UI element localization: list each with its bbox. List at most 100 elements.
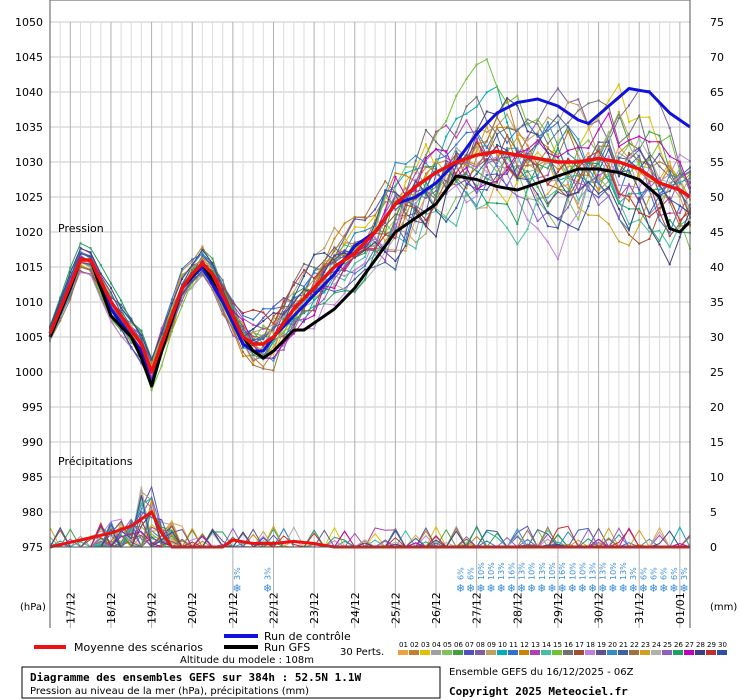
ensemble-pressure-point bbox=[526, 180, 529, 182]
ensemble-pressure-point bbox=[668, 127, 671, 129]
ensemble-pressure-point bbox=[323, 263, 326, 266]
pert-legend-label: 03 bbox=[421, 641, 430, 649]
ensemble-pressure-point bbox=[424, 184, 427, 186]
ensemble-pressure-point bbox=[577, 145, 580, 148]
ensemble-pressure-point bbox=[546, 116, 549, 119]
ensemble-pressure-point bbox=[414, 198, 417, 201]
ensemble-pressure-point bbox=[678, 196, 681, 198]
y-left-tick-label: 1000 bbox=[15, 366, 43, 379]
ensemble-pressure-point bbox=[211, 257, 214, 260]
ensemble-pressure-point bbox=[353, 242, 356, 245]
y-right-tick-label: 15 bbox=[710, 436, 724, 449]
ensemble-pressure-point bbox=[496, 86, 498, 88]
ensemble-pressure-point bbox=[496, 145, 498, 148]
ensemble-pressure-point bbox=[628, 183, 630, 186]
ensemble-pressure-point bbox=[485, 158, 488, 160]
ensemble-pressure-point bbox=[384, 261, 387, 264]
ensemble-pressure-point bbox=[638, 211, 641, 214]
snowflake-icon: ❄ bbox=[568, 582, 577, 595]
ensemble-pressure-point bbox=[424, 219, 427, 222]
ensemble-pressure-point bbox=[272, 328, 275, 330]
ensemble-pressure-point bbox=[181, 273, 184, 276]
ensemble-pressure-point bbox=[475, 207, 478, 210]
ensemble-pressure-point bbox=[333, 277, 336, 280]
ensemble-pressure-point bbox=[313, 298, 316, 301]
ensemble-pressure-point bbox=[556, 170, 559, 173]
ensemble-pressure-point bbox=[465, 187, 468, 190]
ensemble-pressure-point bbox=[516, 151, 519, 154]
ensemble-pressure-point bbox=[394, 237, 397, 240]
ensemble-pressure-point bbox=[496, 174, 498, 177]
ensemble-pressure-point bbox=[546, 183, 549, 186]
ensemble-pressure-point bbox=[374, 241, 377, 244]
ensemble-pressure-point bbox=[597, 116, 600, 119]
ensemble-pressure-point bbox=[607, 145, 610, 148]
ensemble-pressure-point bbox=[465, 153, 468, 156]
pert-legend-label: 02 bbox=[410, 641, 419, 649]
ensemble-pressure-point bbox=[638, 192, 641, 195]
ensemble-pressure-point bbox=[343, 252, 346, 255]
ensemble-pressure-point bbox=[455, 196, 458, 199]
ensemble-pressure-point bbox=[374, 244, 377, 247]
x-tick-label: 24/12 bbox=[349, 592, 362, 624]
ensemble-pressure-point bbox=[303, 269, 305, 272]
ensemble-pressure-point bbox=[506, 172, 509, 175]
ensemble-pressure-point bbox=[638, 187, 641, 189]
pert-legend-label: 05 bbox=[443, 641, 452, 649]
ensemble-pressure-point bbox=[587, 214, 590, 216]
ensemble-pressure-point bbox=[648, 159, 651, 162]
ensemble-pressure-point bbox=[323, 279, 326, 282]
ensemble-pressure-point bbox=[465, 160, 468, 163]
ensemble-pressure-point bbox=[292, 301, 295, 304]
ensemble-pressure-point bbox=[282, 300, 285, 303]
ensemble-pressure-point bbox=[272, 331, 275, 334]
ensemble-pressure-point bbox=[445, 192, 448, 195]
ensemble-pressure-point bbox=[526, 169, 529, 172]
ensemble-pressure-point bbox=[526, 228, 529, 231]
pert-legend-label: 28 bbox=[696, 641, 705, 649]
ensemble-pressure-point bbox=[292, 320, 295, 323]
ensemble-pressure-point bbox=[475, 204, 478, 207]
snow-probability-label: 10% bbox=[477, 562, 486, 580]
ensemble-pressure-point bbox=[465, 201, 468, 204]
ensemble-pressure-point bbox=[485, 120, 488, 123]
pert-legend-label: 04 bbox=[432, 641, 441, 649]
ensemble-pressure-point bbox=[658, 188, 661, 191]
ensemble-pressure-point bbox=[587, 189, 590, 192]
ensemble-pressure-point bbox=[567, 174, 570, 177]
ensemble-pressure-point bbox=[363, 278, 366, 281]
ensemble-pressure-point bbox=[252, 331, 255, 334]
snowflake-icon: ❄ bbox=[629, 582, 638, 595]
ensemble-pressure-point bbox=[607, 174, 610, 177]
ensemble-pressure-point bbox=[668, 175, 671, 178]
ensemble-pressure-point bbox=[79, 251, 82, 254]
ensemble-pressure-point bbox=[516, 180, 519, 183]
snowflake-icon: ❄ bbox=[557, 582, 566, 595]
ensemble-pressure-point bbox=[455, 164, 458, 167]
ensemble-pressure-point bbox=[424, 166, 427, 169]
ensemble-pressure-point bbox=[617, 200, 620, 202]
ensemble-pressure-point bbox=[150, 379, 153, 382]
ensemble-pressure-point bbox=[221, 313, 224, 316]
ensemble-pressure-point bbox=[465, 112, 468, 115]
ensemble-pressure-point bbox=[475, 144, 478, 147]
ensemble-pressure-point bbox=[313, 283, 316, 286]
ensemble-pressure-point bbox=[404, 208, 407, 211]
snowflake-icon: ❄ bbox=[497, 582, 506, 595]
ensemble-pressure-point bbox=[99, 296, 102, 299]
ensemble-pressure-point bbox=[465, 161, 468, 164]
ensemble-pressure-point bbox=[99, 272, 102, 275]
pert-legend-label: 20 bbox=[608, 641, 617, 649]
ensemble-pressure-point bbox=[638, 170, 641, 173]
ensemble-pressure-point bbox=[404, 244, 407, 247]
ensemble-pressure-point bbox=[556, 186, 559, 189]
ensemble-pressure-point bbox=[343, 274, 346, 277]
ensemble-pressure-point bbox=[252, 356, 255, 358]
ensemble-pressure-point bbox=[597, 141, 600, 144]
ensemble-pressure-point bbox=[262, 316, 265, 319]
ensemble-pressure-point bbox=[242, 317, 244, 320]
y-left-tick-label: 1035 bbox=[15, 121, 43, 134]
ensemble-pressure-point bbox=[678, 181, 681, 184]
y-right-tick-label: 70 bbox=[710, 51, 724, 64]
ensemble-pressure-point bbox=[577, 146, 580, 149]
